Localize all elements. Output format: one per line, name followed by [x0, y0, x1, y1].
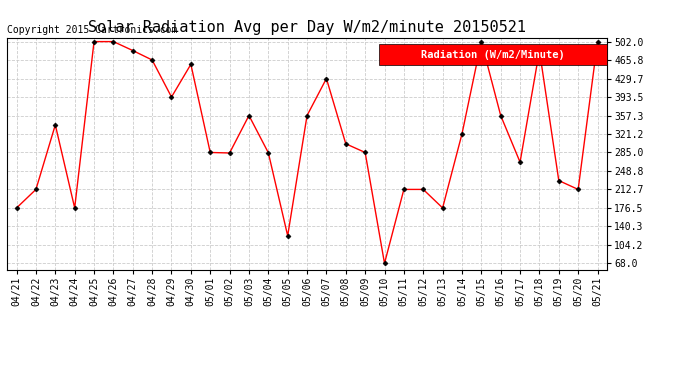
Text: Copyright 2015 Cartronics.com: Copyright 2015 Cartronics.com: [7, 25, 177, 35]
Title: Solar Radiation Avg per Day W/m2/minute 20150521: Solar Radiation Avg per Day W/m2/minute …: [88, 20, 526, 35]
Text: Radiation (W/m2/Minute): Radiation (W/m2/Minute): [422, 50, 565, 60]
FancyBboxPatch shape: [379, 45, 607, 65]
